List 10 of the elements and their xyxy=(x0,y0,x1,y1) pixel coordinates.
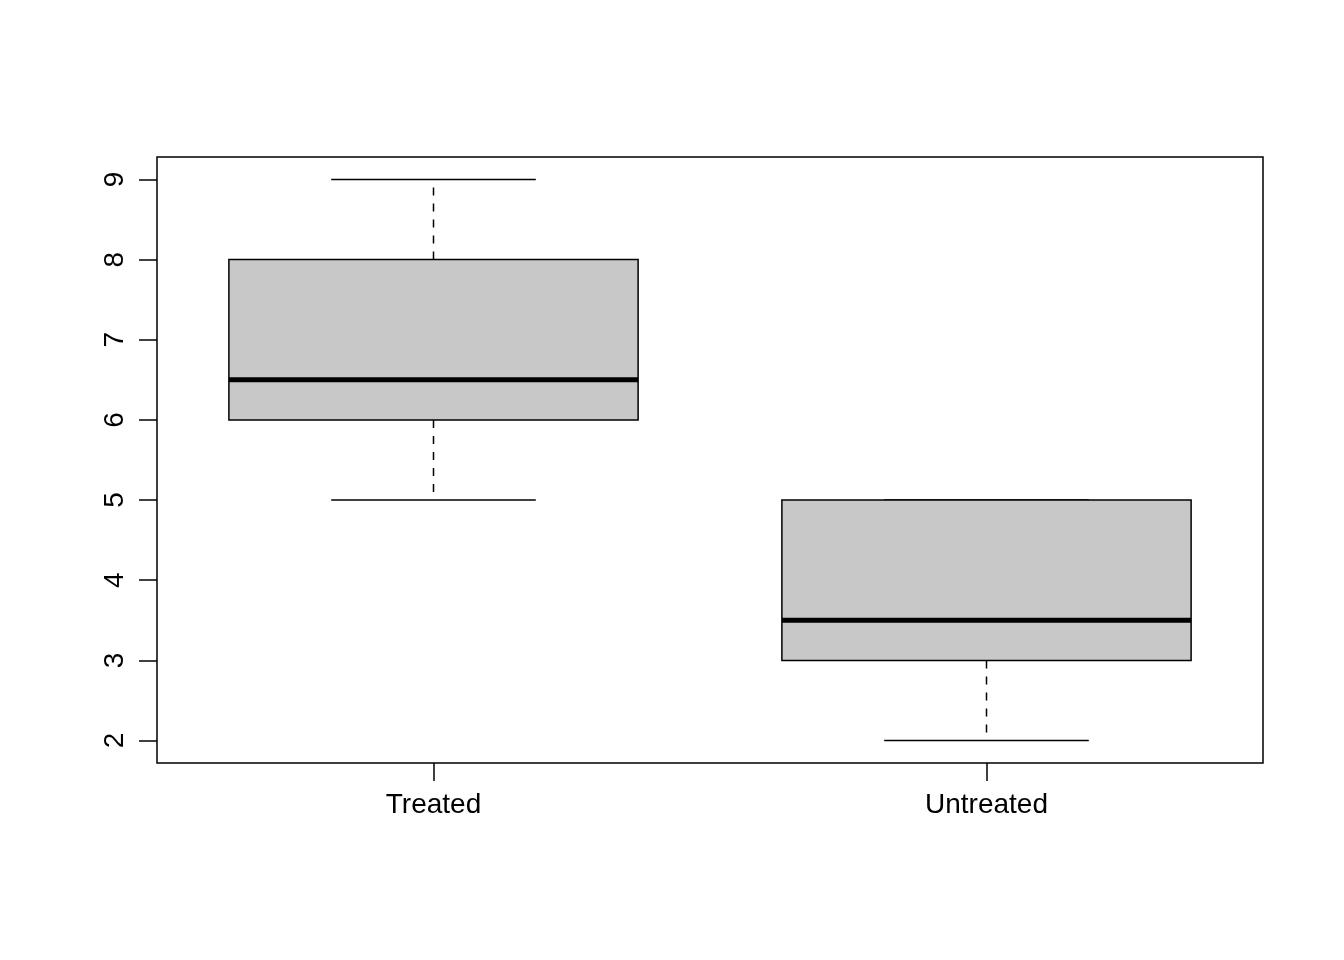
x-tick-label: Untreated xyxy=(925,787,1048,819)
y-tick-label: 4 xyxy=(97,572,129,589)
y-tick-label: 3 xyxy=(97,652,129,669)
y-tick-label: 8 xyxy=(97,251,129,268)
y-tick-label: 2 xyxy=(97,732,129,749)
y-tick-label: 9 xyxy=(97,171,129,188)
x-tick-label: Treated xyxy=(385,787,482,819)
y-tick-label: 6 xyxy=(97,412,129,428)
y-tick-label: 7 xyxy=(97,331,129,348)
y-tick-label: 5 xyxy=(97,492,129,508)
